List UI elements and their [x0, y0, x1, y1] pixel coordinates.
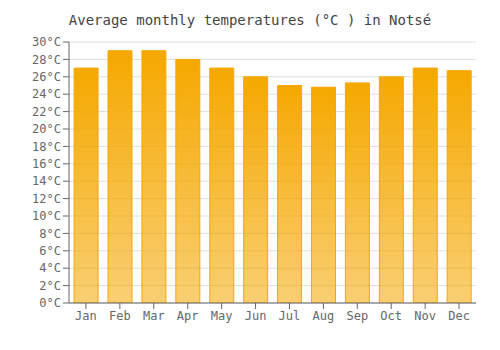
svg-text:16°C: 16°C	[32, 157, 61, 171]
svg-text:4°C: 4°C	[39, 261, 61, 275]
html-text:Average monthly temperatures (: Average monthly temperatures (°C ) in No…	[68, 12, 432, 28]
svg-text:6°C: 6°C	[39, 244, 61, 258]
svg-text:Aug: Aug	[313, 309, 335, 323]
svg-text:28°C: 28°C	[32, 53, 61, 67]
svg-text:0°C: 0°C	[39, 296, 61, 310]
svg-text:8°C: 8°C	[39, 227, 61, 241]
svg-text:12°C: 12°C	[32, 192, 61, 206]
svg-text:Apr: Apr	[177, 309, 199, 323]
svg-text:Jan: Jan	[75, 309, 97, 323]
svg-text:2°C: 2°C	[39, 279, 61, 293]
svg-text:22°C: 22°C	[32, 105, 61, 119]
svg-text:Jun: Jun	[245, 309, 267, 323]
svg-text:May: May	[211, 309, 233, 323]
svg-text:30°C: 30°C	[32, 35, 61, 49]
svg-text:Dec: Dec	[448, 309, 470, 323]
svg-text:20°C: 20°C	[32, 122, 61, 136]
svg-text:26°C: 26°C	[32, 70, 61, 84]
svg-text:Mar: Mar	[143, 309, 165, 323]
svg-text:Sep: Sep	[346, 309, 368, 323]
svg-text:Oct: Oct	[380, 309, 402, 323]
svg-text:18°C: 18°C	[32, 140, 61, 154]
svg-text:Nov: Nov	[414, 309, 436, 323]
svg-text:Jul: Jul	[279, 309, 301, 323]
svg-text:10°C: 10°C	[32, 209, 61, 223]
svg-text:Feb: Feb	[109, 309, 131, 323]
svg-text:24°C: 24°C	[32, 87, 61, 101]
svg-text:14°C: 14°C	[32, 174, 61, 188]
